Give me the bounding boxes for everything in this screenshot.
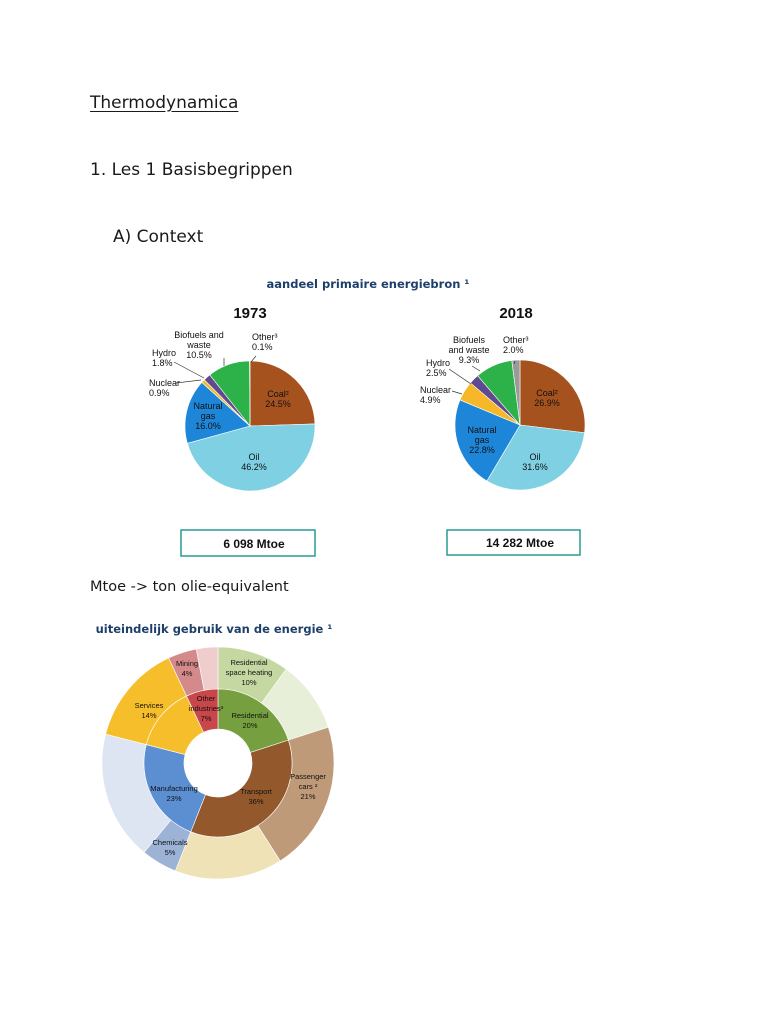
pie-1973 <box>184 360 316 492</box>
pie-2018-slice-natural-gas-2 <box>454 399 521 482</box>
label-2018-natural-gas: Natural gas 22.8% <box>467 425 496 455</box>
donut-label-services: Services 14% <box>135 701 164 720</box>
label-1973-natural-gas: Natural gas 16.0% <box>193 401 222 431</box>
leader-2018-nuclear <box>451 390 463 395</box>
total-2018-box <box>446 529 581 556</box>
donut-label-manufacturing: Manufacturing 23% <box>150 784 198 803</box>
figure-title-final-use: uiteindelijk gebruik van de energie ¹ <box>96 622 333 636</box>
final-use-donut-labels: Residential space heating 10% Residential 20… <box>135 658 327 857</box>
pie-1973-slice-natural-gas-2 <box>184 381 251 444</box>
figure-title-primary: aandeel primaire energiebron ¹ <box>267 277 470 291</box>
donut-label-space-heating: Residential space heating 10% <box>226 658 273 687</box>
section-heading: 1. Les 1 Basisbegrippen <box>90 160 293 180</box>
pie-2018-slice-oil-1 <box>486 424 585 491</box>
leader-2018-biofuels <box>471 365 481 372</box>
pie-2018-slice-coal-0 <box>519 359 586 434</box>
pie-1973-slice-coal-0 <box>249 360 316 427</box>
donut-label-residential: Residential 20% <box>231 711 268 730</box>
final-use-donut <box>101 646 335 880</box>
total-1973-box <box>180 529 316 557</box>
donut-label-mining: Mining 4% <box>176 659 198 678</box>
pie-2018 <box>454 359 586 491</box>
label-2018-nuclear: Nuclear 4.9% <box>420 385 451 405</box>
label-1973-oil: Oil 46.2% <box>241 452 267 472</box>
leader-2018-hydro <box>448 368 472 385</box>
label-2018-coal: Coal² 26.9% <box>534 388 560 408</box>
label-1973-biofuels: Biofuels and waste 10.5% <box>174 330 224 360</box>
total-1973: 6 098 Mtoe <box>223 537 285 551</box>
donut-inner-transport-1 <box>190 739 293 838</box>
label-2018-hydro: Hydro 2.5% <box>426 358 450 378</box>
label-2018-other: Other³ 2.0% <box>503 335 529 355</box>
total-2018: 14 282 Mtoe <box>486 536 554 550</box>
subsection-heading: A) Context <box>113 227 204 247</box>
mtoe-note: Mtoe -> ton olie-equivalent <box>90 579 289 595</box>
leader-1973-other <box>250 355 257 363</box>
pie-2018-slice-other-6 <box>511 359 521 426</box>
label-1973-other: Other³ 0.1% <box>252 332 278 352</box>
donut-inner-other-industries-4 <box>186 688 219 733</box>
pie-2018-title: 2018 <box>499 305 532 322</box>
pie-1973-slice-oil-1 <box>186 423 316 492</box>
donut-label-transport: Transport 36% <box>240 787 273 806</box>
pie-2018-labels: Coal² 26.9% Oil 31.6% Natural gas 22.8% Nuclear… <box>420 335 560 472</box>
leader-2018-other <box>513 360 516 365</box>
label-2018-biofuels: Biofuels and waste 9.3% <box>448 335 489 365</box>
document-title: Thermodynamica <box>90 93 239 113</box>
leader-1973-nuclear <box>175 379 202 384</box>
pie-1973-title: 1973 <box>233 305 266 322</box>
donut-label-other-industries: Other industries³ 7% <box>189 694 224 723</box>
pie-1973-labels: Coal² 24.5% Oil 46.2% Natural gas 16.0% Nuclear… <box>149 330 291 472</box>
label-1973-hydro: Hydro 1.8% <box>152 348 176 368</box>
donut-label-passenger-cars: Passenger cars ² 21% <box>290 772 326 801</box>
label-1973-nuclear: Nuclear 0.9% <box>149 378 180 398</box>
donut-label-chemicals: Chemicals 5% <box>152 838 187 857</box>
label-2018-oil: Oil 31.6% <box>522 452 548 472</box>
label-1973-coal: Coal² 24.5% <box>265 389 291 409</box>
leader-1973-hydro <box>173 361 205 379</box>
